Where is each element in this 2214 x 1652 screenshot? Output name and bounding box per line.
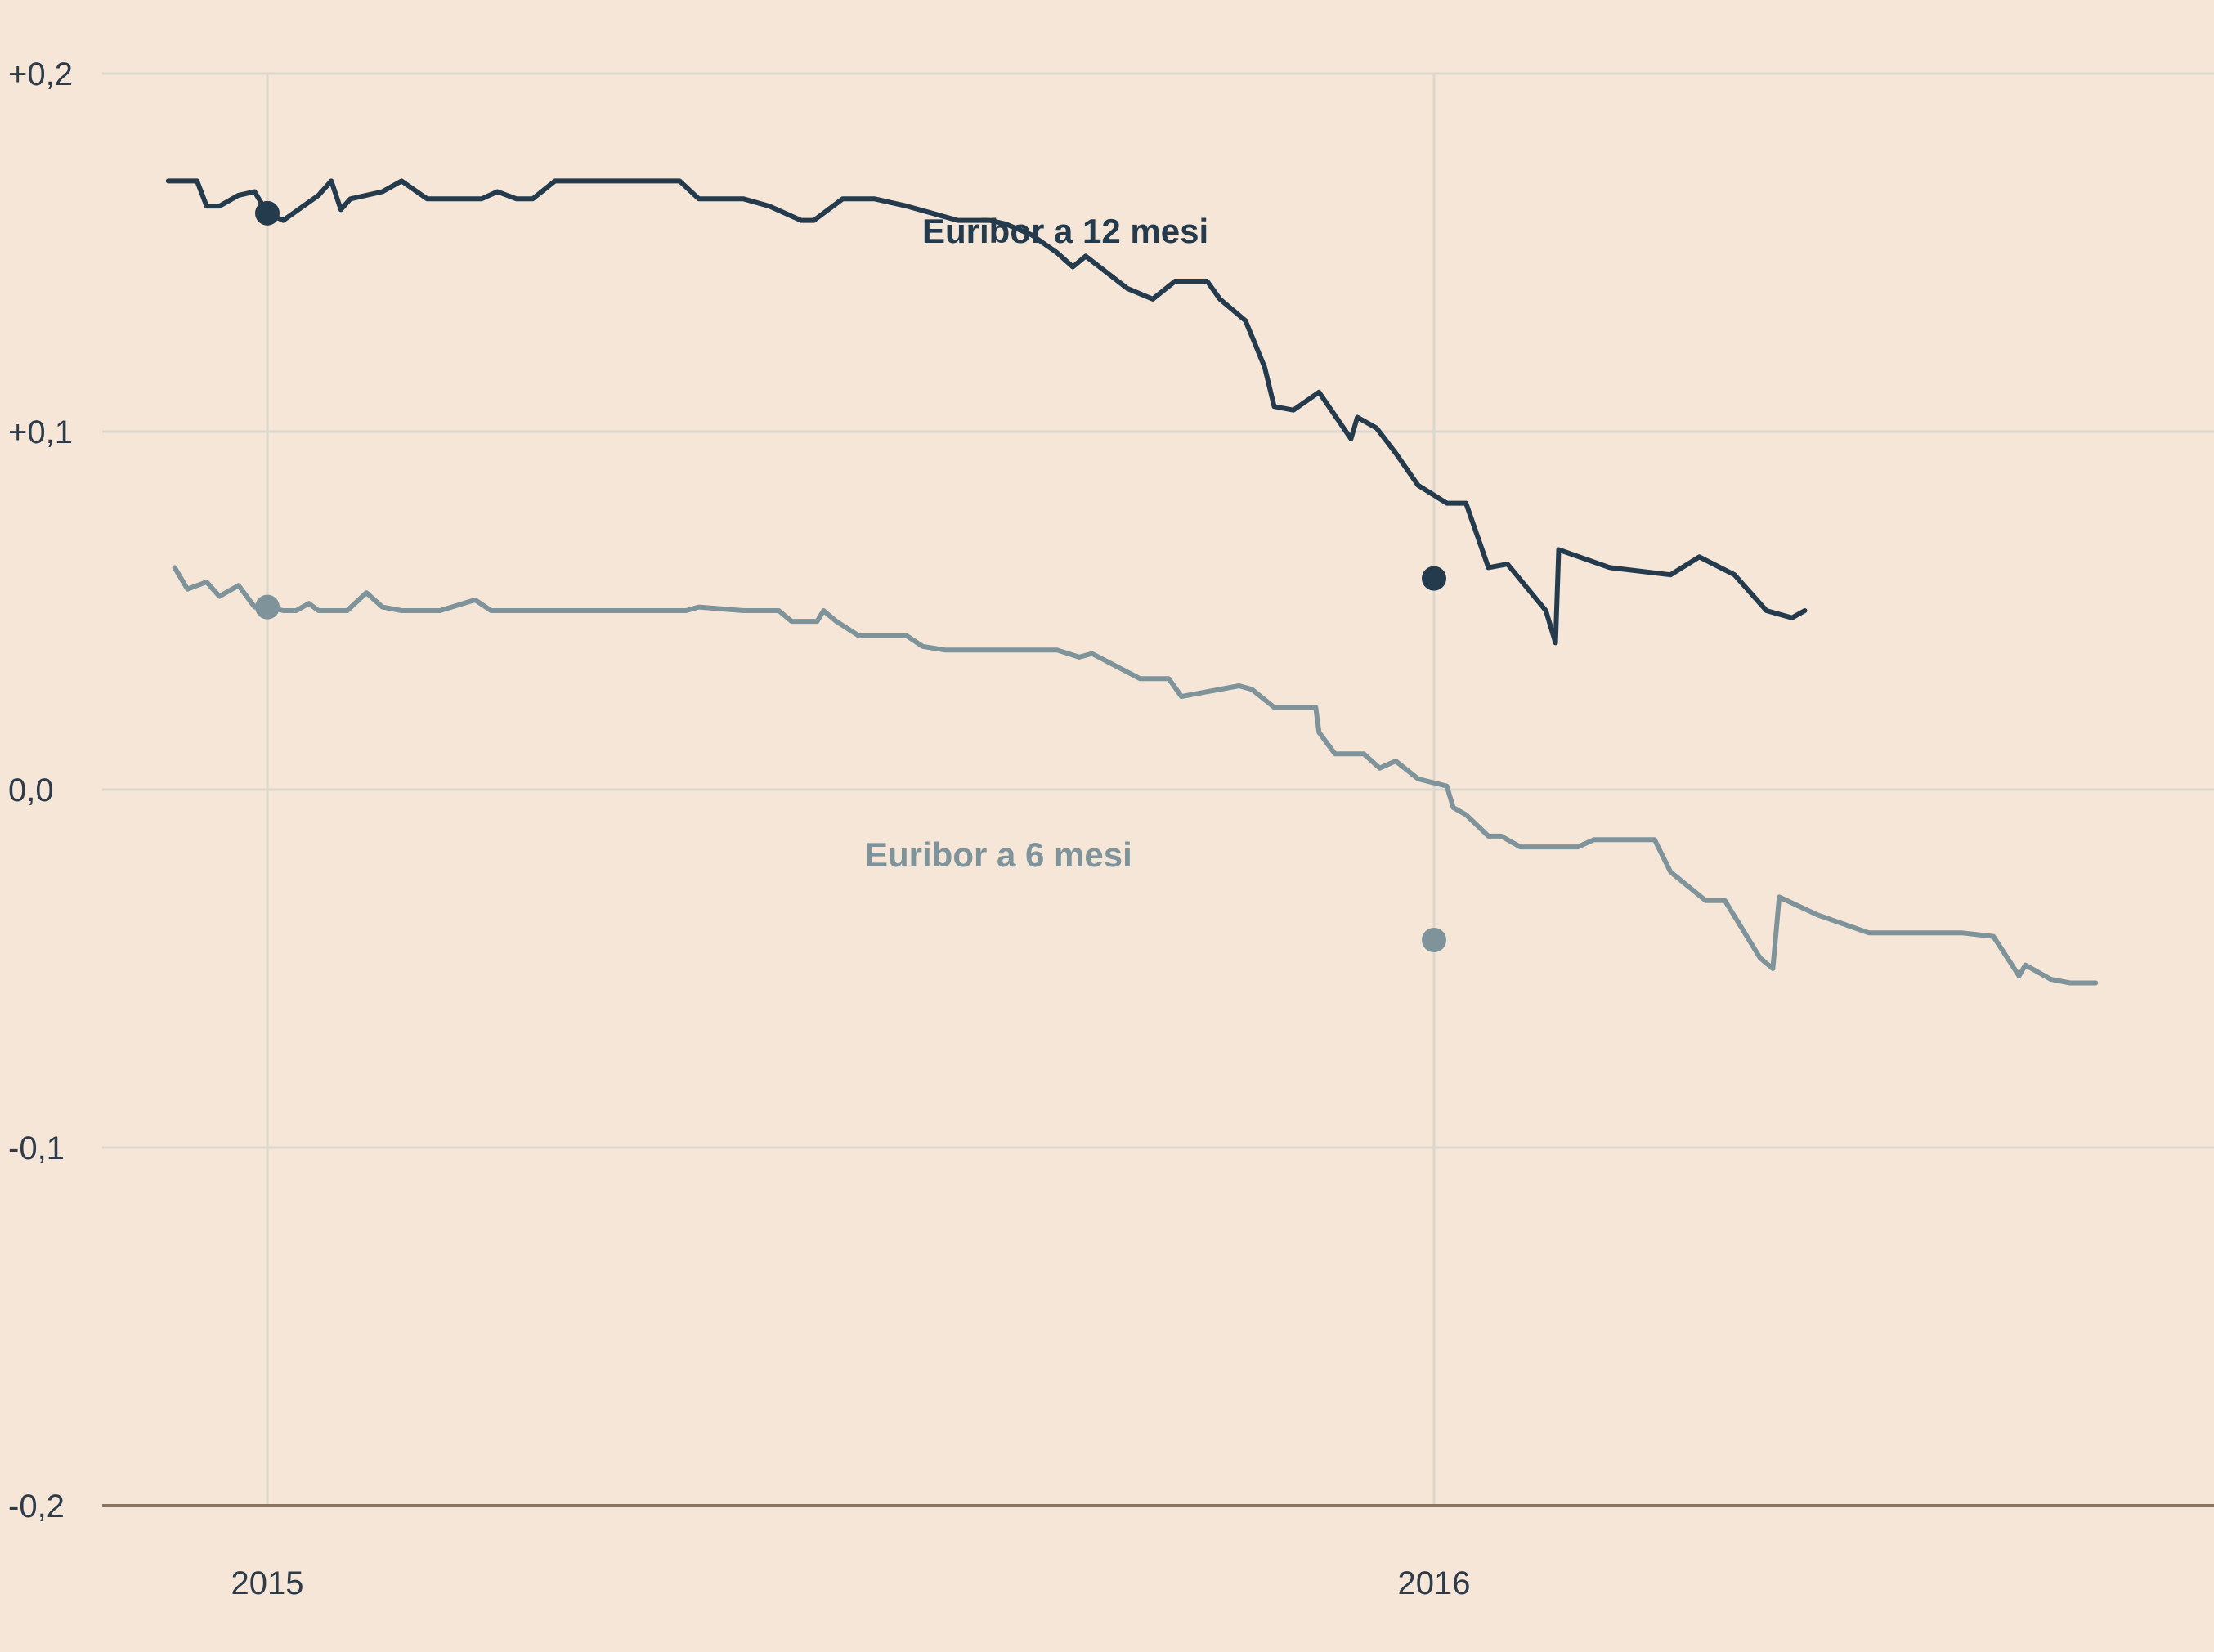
x-tick-labels: 2015 2016 bbox=[231, 1565, 1471, 1601]
y-tick-label: +0,2 bbox=[8, 56, 73, 92]
series-marker bbox=[1422, 927, 1446, 952]
year-gridlines bbox=[266, 74, 1436, 1506]
series-marker bbox=[255, 594, 280, 620]
series-line-euribor-12m bbox=[165, 178, 1808, 646]
y-tick-label: -0,2 bbox=[8, 1489, 65, 1524]
series-marker bbox=[255, 200, 280, 226]
x-tick-label: 2016 bbox=[1398, 1565, 1471, 1601]
gridlines bbox=[102, 72, 2214, 1149]
y-tick-label: 0,0 bbox=[8, 772, 54, 808]
series-labels: Euribor a 12 mesi Euribor a 6 mesi bbox=[865, 212, 1208, 874]
y-tick-labels: +0,2 +0,1 0,0 -0,1 -0,2 bbox=[8, 56, 73, 1524]
y-tick-label: +0,1 bbox=[8, 414, 73, 450]
label-euribor-12m: Euribor a 12 mesi bbox=[922, 212, 1208, 250]
series-marker bbox=[1422, 566, 1446, 591]
series-layer bbox=[165, 178, 2099, 986]
x-tick-label: 2015 bbox=[231, 1565, 304, 1601]
series-line-euribor-6m bbox=[172, 565, 2099, 986]
y-tick-label: -0,1 bbox=[8, 1130, 65, 1166]
label-euribor-6m: Euribor a 6 mesi bbox=[865, 835, 1132, 874]
